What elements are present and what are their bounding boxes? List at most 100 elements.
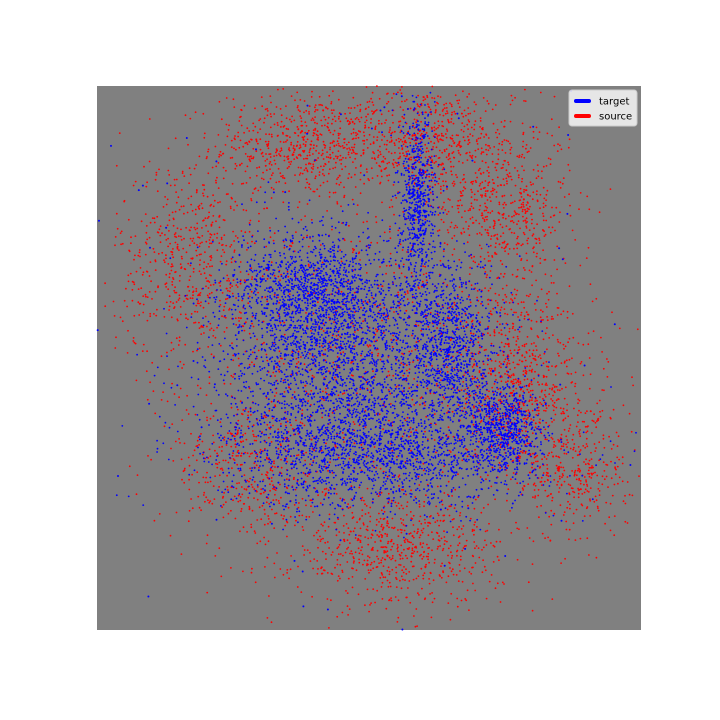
source-point [320, 538, 323, 541]
source-point [550, 282, 553, 284]
source-point [394, 596, 397, 598]
source-point [373, 446, 376, 448]
source-point [223, 436, 226, 439]
source-point [331, 411, 334, 414]
source-point [514, 211, 517, 214]
source-point [466, 449, 469, 451]
source-point [327, 126, 329, 129]
source-point [571, 312, 574, 315]
source-point [230, 433, 233, 435]
source-point [401, 140, 404, 143]
source-point [184, 268, 187, 271]
source-point [309, 463, 311, 466]
source-point [499, 540, 502, 543]
source-point [433, 350, 435, 353]
source-point [331, 228, 333, 231]
source-point [240, 183, 243, 185]
source-point [496, 233, 499, 236]
source-point [388, 556, 391, 559]
source-point [470, 320, 473, 323]
source-point [468, 151, 471, 154]
source-point [297, 180, 300, 183]
source-point [313, 376, 315, 378]
source-point [388, 581, 391, 584]
source-point [564, 360, 566, 363]
source-point [461, 549, 464, 552]
source-point [506, 373, 509, 376]
source-point [312, 119, 315, 121]
source-point [183, 467, 186, 470]
source-point [313, 144, 315, 147]
source-point [532, 251, 535, 254]
source-point [219, 421, 222, 423]
source-point [502, 178, 505, 181]
source-point [448, 152, 451, 155]
source-point [255, 138, 258, 141]
source-point [382, 155, 385, 158]
source-point [504, 217, 507, 220]
source-point [525, 370, 528, 373]
source-point [280, 466, 283, 469]
source-point [421, 546, 424, 548]
source-point [239, 271, 242, 273]
source-point [435, 451, 437, 454]
source-point [544, 273, 547, 276]
source-point [151, 298, 153, 300]
source-point [323, 377, 326, 379]
source-point [203, 272, 206, 275]
source-point [300, 356, 302, 358]
source-point [264, 140, 267, 143]
source-point [336, 140, 339, 143]
source-point [215, 220, 217, 223]
source-point [267, 518, 270, 520]
source-point [595, 556, 598, 559]
source-point [196, 227, 199, 230]
source-point [465, 539, 468, 542]
source-point [440, 185, 442, 188]
source-point [208, 501, 211, 504]
source-point [528, 384, 530, 387]
source-point [318, 174, 321, 176]
source-point [454, 112, 457, 115]
source-point [187, 197, 190, 200]
source-point [517, 337, 519, 340]
source-point [382, 565, 385, 567]
source-point [364, 578, 367, 580]
source-point [259, 148, 262, 151]
source-point [566, 310, 569, 313]
source-point [477, 496, 479, 498]
source-point [258, 212, 260, 215]
source-point [402, 571, 405, 574]
source-point [370, 602, 372, 604]
source-point [451, 253, 454, 256]
source-point [297, 105, 299, 107]
source-point [472, 582, 474, 585]
source-point [472, 416, 475, 419]
source-point [402, 263, 405, 266]
source-point [466, 159, 469, 162]
source-point [374, 601, 376, 604]
source-point [446, 229, 449, 231]
source-point [218, 226, 221, 229]
source-point [242, 209, 245, 211]
source-point [179, 442, 181, 444]
source-point [464, 312, 467, 315]
source-point [200, 273, 202, 275]
source-point [305, 141, 307, 143]
source-point [567, 146, 570, 149]
source-point [471, 528, 474, 531]
source-point [165, 286, 168, 288]
source-point [486, 190, 489, 192]
source-point [472, 332, 475, 335]
source-point [338, 531, 341, 533]
source-point [316, 538, 319, 541]
source-point [537, 336, 540, 339]
source-point [244, 170, 247, 173]
source-point [148, 275, 151, 277]
source-point [449, 618, 452, 621]
source-point [517, 384, 520, 386]
source-point [347, 151, 350, 154]
source-point [181, 172, 184, 175]
source-point [503, 308, 506, 310]
source-point [301, 172, 304, 175]
